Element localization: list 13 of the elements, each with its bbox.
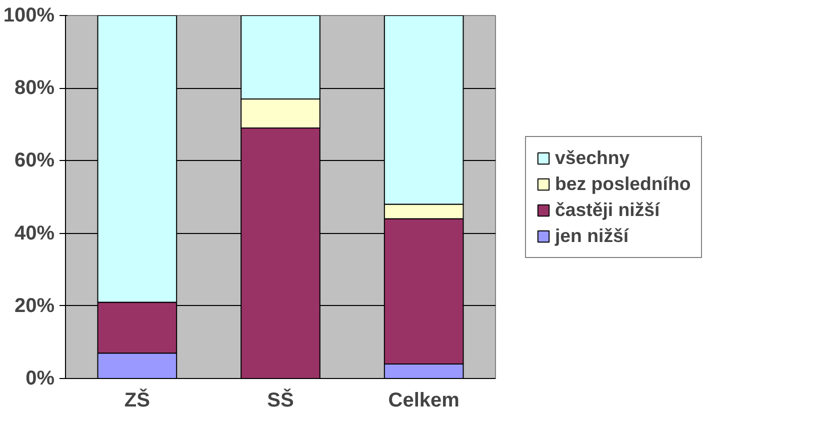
- x-tick-label: SŠ: [267, 388, 294, 412]
- y-tick-label: 80%: [14, 77, 55, 100]
- y-tick-label: 60%: [14, 150, 55, 172]
- y-tick-label: 20%: [14, 294, 55, 317]
- legend-label: všechny: [555, 146, 630, 168]
- y-tick-label: 40%: [14, 222, 55, 244]
- y-tick-label: 0%: [26, 368, 55, 390]
- x-tick-label: Celkem: [388, 390, 460, 412]
- legend-label: jen nižší: [555, 224, 629, 246]
- x-tick-label: ZŠ: [124, 388, 150, 412]
- legend-label: bez posledního: [555, 172, 691, 194]
- legend-label: častěji nižší: [555, 198, 660, 220]
- y-tick-label: 100%: [3, 4, 55, 26]
